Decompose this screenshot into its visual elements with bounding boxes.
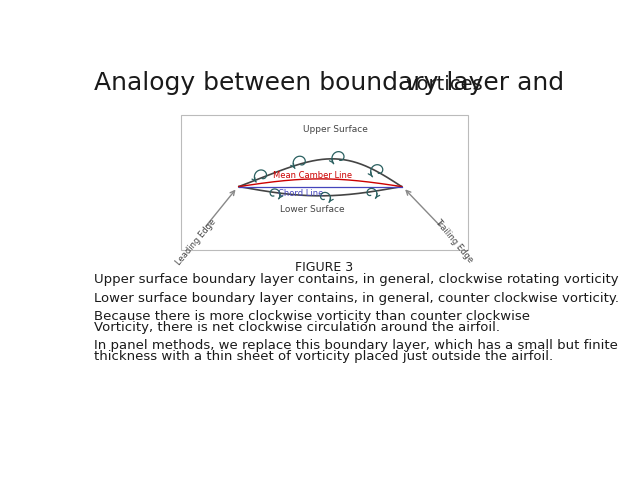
Text: Mean Camber Line: Mean Camber Line xyxy=(273,170,352,180)
Text: Trailing Edge: Trailing Edge xyxy=(433,217,475,264)
Text: Leading Edge: Leading Edge xyxy=(175,217,218,267)
Text: Upper Surface: Upper Surface xyxy=(303,125,368,134)
Text: thickness with a thin sheet of vorticity placed just outside the airfoil.: thickness with a thin sheet of vorticity… xyxy=(94,350,553,363)
Text: Chord Line: Chord Line xyxy=(278,189,324,198)
Text: Analogy between boundary layer and: Analogy between boundary layer and xyxy=(94,71,572,95)
Text: In panel methods, we replace this boundary layer, which has a small but finite: In panel methods, we replace this bounda… xyxy=(94,339,618,352)
Text: Lower surface boundary layer contains, in general, counter clockwise vorticity.: Lower surface boundary layer contains, i… xyxy=(94,292,619,305)
Text: FIGURE 3: FIGURE 3 xyxy=(295,261,353,274)
Text: vortices: vortices xyxy=(406,75,483,94)
Text: Vorticity, there is net clockwise circulation around the airfoil.: Vorticity, there is net clockwise circul… xyxy=(94,321,500,334)
Text: Because there is more clockwise vorticity than counter clockwise: Because there is more clockwise vorticit… xyxy=(94,310,530,323)
Text: Lower Surface: Lower Surface xyxy=(280,205,345,214)
Bar xyxy=(180,115,467,250)
Text: Upper surface boundary layer contains, in general, clockwise rotating vorticity: Upper surface boundary layer contains, i… xyxy=(94,273,619,286)
